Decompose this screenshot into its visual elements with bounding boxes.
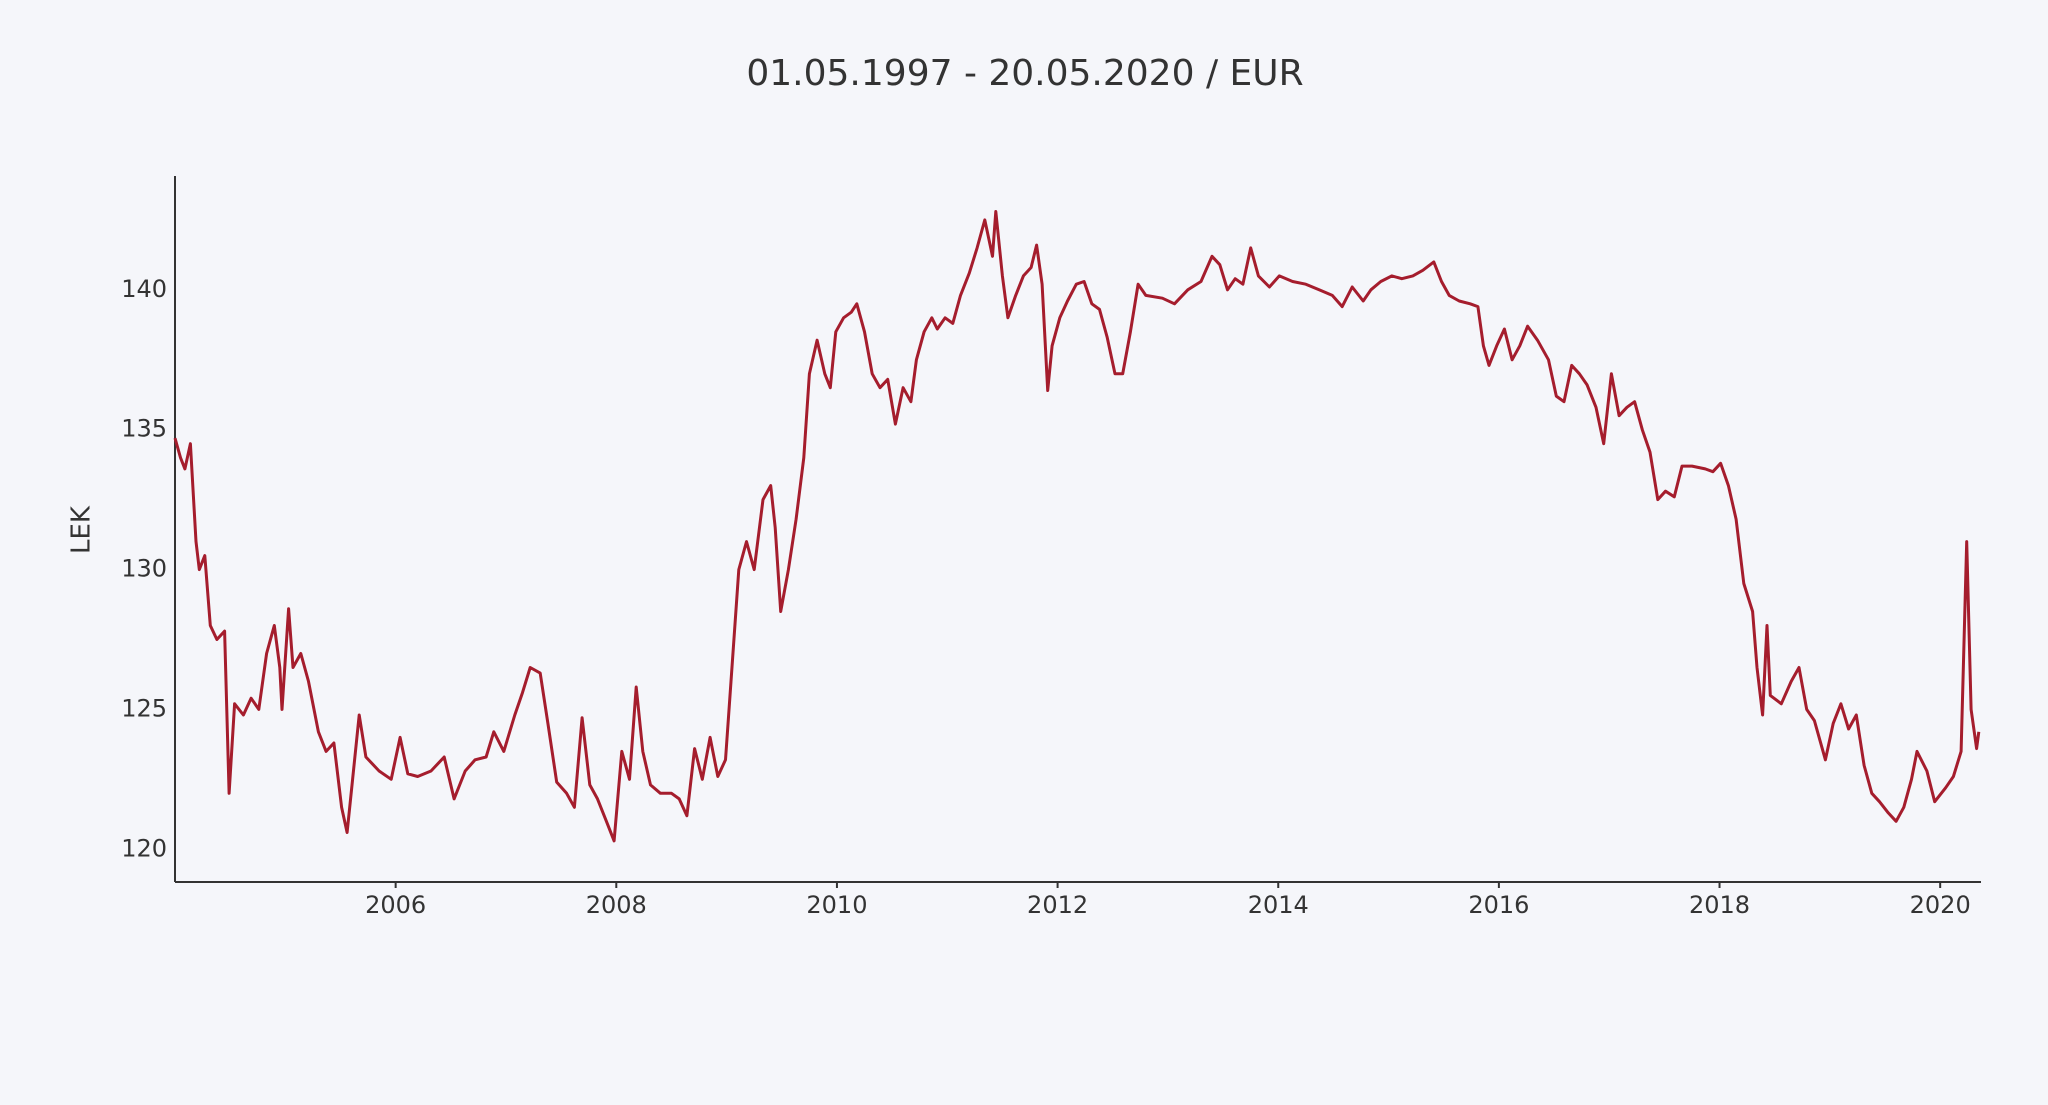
x-tick-label: 2012: [1027, 891, 1088, 919]
chart-title: 01.05.1997 - 20.05.2020 / EUR: [746, 53, 1303, 94]
y-axis-label: LEK: [67, 505, 97, 554]
x-tick-label: 2006: [365, 891, 426, 919]
x-tick-label: 2010: [806, 891, 867, 919]
y-tick-label: 135: [121, 415, 167, 443]
y-tick-label: 125: [121, 694, 167, 722]
x-tick-label: 2016: [1468, 891, 1529, 919]
y-tick-label: 120: [121, 834, 167, 862]
y-tick-label: 130: [121, 555, 167, 583]
x-tick-label: 2018: [1689, 891, 1750, 919]
x-tick-label: 2008: [586, 891, 647, 919]
x-tick-label: 2014: [1248, 891, 1309, 919]
x-tick-label: 2020: [1910, 891, 1971, 919]
data-line: [173, 210, 1981, 843]
y-tick-label: 140: [121, 275, 167, 303]
